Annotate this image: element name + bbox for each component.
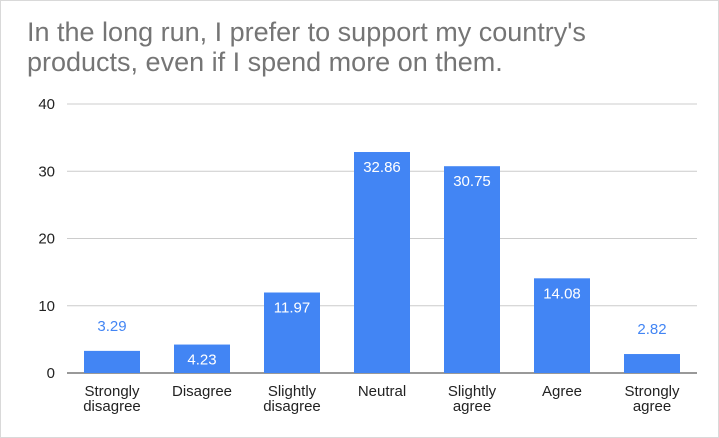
chart-title-line-1: In the long run, I prefer to support my …	[27, 17, 586, 47]
y-tick-label: 40	[38, 96, 55, 113]
bar	[84, 350, 140, 373]
bar-value-label: 30.75	[453, 173, 491, 190]
bar-value-label: 2.82	[637, 321, 666, 338]
y-tick-label: 0	[47, 365, 55, 382]
bar-value-label: 14.08	[543, 285, 581, 302]
x-category-label: Slightly disagree	[263, 383, 321, 415]
bar-value-label: 11.97	[274, 300, 310, 317]
bar-value-label: 32.86	[363, 159, 401, 176]
y-tick-label: 10	[38, 298, 55, 315]
bar	[354, 152, 410, 373]
y-tick-label: 20	[38, 231, 55, 248]
x-category-label: Neutral	[358, 383, 406, 400]
chart-title-line-2: products, even if I spend more on them.	[27, 47, 503, 77]
bar-value-labels: 3.29 4.23 11.97 32.86 30.75 14.08 2.82	[97, 159, 666, 369]
bar	[624, 354, 680, 373]
x-category-label: Slightly agree	[448, 383, 497, 415]
bar	[534, 278, 590, 373]
y-axis-ticks: 0 10 20 30 40	[38, 96, 55, 382]
bar-value-label: 3.29	[97, 318, 126, 335]
bar	[264, 292, 320, 373]
x-category-label: Strongly agree	[624, 383, 680, 415]
y-tick-label: 30	[38, 163, 55, 180]
bar-value-label: 4.23	[187, 352, 216, 369]
bar	[174, 344, 230, 373]
x-category-label: Agree	[542, 383, 582, 400]
bars	[84, 152, 680, 373]
x-category-label: Disagree	[172, 383, 232, 400]
x-category-label: Strongly disagree	[83, 383, 141, 415]
x-axis-categories: Strongly disagree Disagree Slightly disagree…	[83, 383, 680, 415]
bar	[444, 166, 500, 373]
chart-title: In the long run, I prefer to support my …	[27, 17, 707, 77]
